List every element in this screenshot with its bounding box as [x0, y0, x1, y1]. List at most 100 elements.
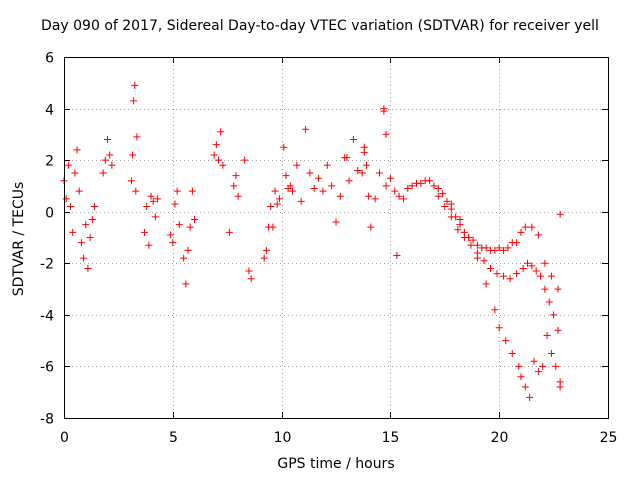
data-point [486, 264, 494, 272]
data-point [84, 264, 92, 272]
data-point [69, 228, 77, 236]
data-point [286, 182, 294, 190]
data-point [365, 192, 373, 200]
data-point [180, 254, 188, 262]
data-point [441, 203, 449, 211]
data-point [534, 368, 542, 376]
data-point [332, 218, 340, 226]
data-point [127, 177, 135, 185]
y-tick-label: -4 [40, 309, 54, 325]
data-point [443, 197, 451, 205]
data-point [267, 203, 275, 211]
data-point [273, 200, 281, 208]
data-point [225, 228, 233, 236]
data-point [62, 195, 70, 203]
data-point [275, 195, 283, 203]
data-point [247, 275, 255, 283]
y-tick-label: -6 [40, 360, 54, 376]
data-point [88, 215, 96, 223]
data-point [434, 185, 442, 193]
data-point [306, 169, 314, 177]
data-points [60, 81, 564, 401]
data-point [302, 125, 310, 133]
data-point [500, 246, 508, 254]
data-point [143, 203, 151, 211]
x-axis-label: GPS time / hours [277, 456, 395, 472]
data-point [493, 270, 501, 278]
data-point [169, 239, 177, 247]
data-point [230, 182, 238, 190]
data-point [534, 231, 542, 239]
data-point [319, 187, 327, 195]
data-point [382, 182, 390, 190]
data-point [517, 373, 525, 381]
data-point [145, 241, 153, 249]
data-point [532, 267, 540, 275]
data-point [82, 221, 90, 229]
data-point [188, 187, 196, 195]
data-point [241, 156, 249, 164]
data-point [106, 151, 114, 159]
data-point [526, 393, 534, 401]
data-point [495, 324, 503, 332]
data-point [393, 252, 401, 260]
data-point [521, 223, 529, 231]
data-point [521, 383, 529, 391]
data-point [395, 192, 403, 200]
data-point [552, 362, 560, 370]
data-point [129, 151, 137, 159]
data-point [371, 195, 379, 203]
y-tick-label: 6 [45, 51, 54, 67]
data-point [547, 350, 555, 358]
data-point [234, 192, 242, 200]
plot-frame [64, 57, 609, 419]
data-point [269, 223, 277, 231]
data-point [550, 311, 558, 319]
data-point [173, 187, 181, 195]
x-tick-label: 20 [491, 430, 509, 446]
data-point [71, 169, 79, 177]
data-point [191, 215, 199, 223]
data-point [465, 234, 473, 241]
data-point [404, 185, 412, 193]
data-point [86, 234, 94, 241]
data-point [310, 185, 318, 193]
y-tick-label: 0 [45, 206, 54, 222]
data-point [149, 197, 157, 205]
data-point [530, 357, 538, 365]
data-point [376, 169, 384, 177]
data-point [131, 81, 139, 89]
data-point [434, 192, 442, 200]
data-point [506, 275, 514, 283]
data-point [454, 226, 462, 234]
data-point [495, 244, 503, 252]
data-point [386, 174, 394, 182]
x-tick-label: 0 [60, 430, 69, 446]
data-point [184, 246, 192, 254]
data-point [473, 241, 481, 249]
data-point [537, 272, 545, 280]
data-point [482, 280, 490, 288]
data-point [508, 350, 516, 358]
data-point [467, 241, 475, 249]
data-point [147, 192, 155, 200]
data-point [426, 177, 434, 185]
data-point [132, 187, 140, 195]
data-point [219, 161, 227, 169]
data-point [447, 213, 455, 221]
data-point [73, 146, 81, 154]
data-point [480, 257, 488, 265]
y-tick-label: 4 [45, 103, 54, 119]
data-point [513, 270, 521, 278]
data-point [262, 246, 270, 254]
data-point [430, 182, 438, 190]
data-point [543, 331, 551, 339]
data-point [282, 172, 290, 180]
data-point [491, 246, 499, 254]
data-point [391, 187, 399, 195]
data-point [67, 203, 75, 211]
data-point [539, 362, 547, 370]
x-tick-label: 15 [382, 430, 400, 446]
data-point [175, 221, 183, 229]
data-point [502, 337, 510, 345]
